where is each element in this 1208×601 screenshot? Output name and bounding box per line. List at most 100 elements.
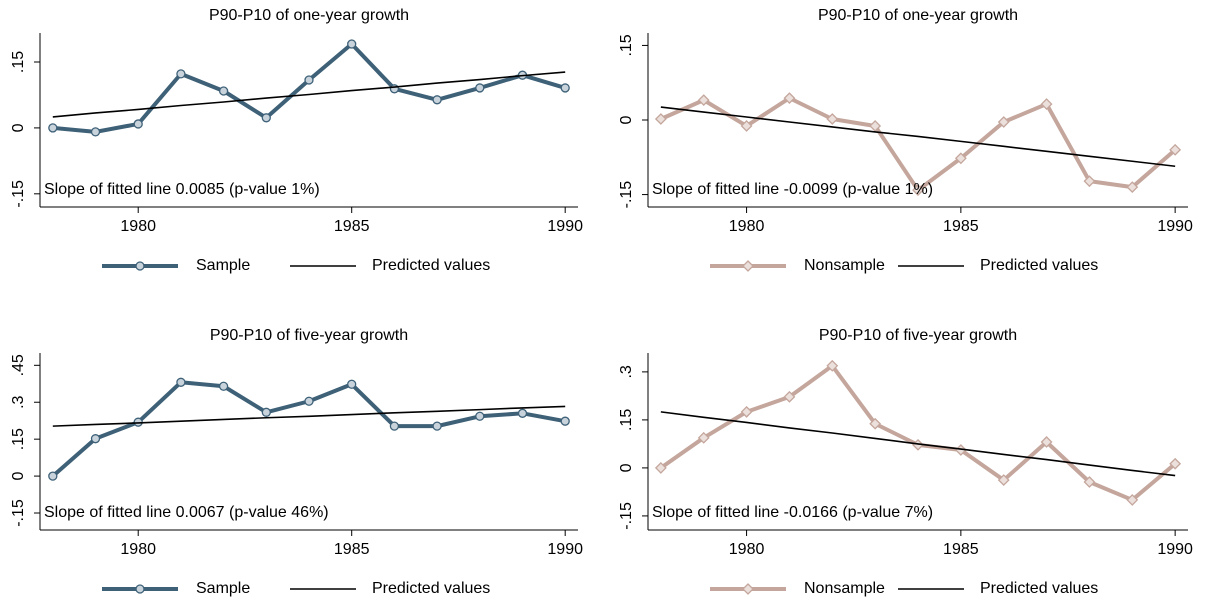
x-tick-label: 1990	[547, 541, 583, 558]
series-line	[52, 41, 566, 134]
marker	[826, 113, 839, 125]
marker	[176, 69, 186, 79]
x-tick-label: 1985	[334, 541, 370, 558]
marker	[133, 119, 143, 129]
marker	[432, 95, 442, 105]
y-tick-label: 0	[10, 123, 27, 132]
fitted-line	[660, 411, 1176, 477]
marker	[176, 377, 186, 387]
marker	[90, 434, 101, 444]
marker	[218, 381, 229, 391]
marker	[261, 113, 271, 123]
annotation: Slope of fitted line 0.0085 (p-value 1%)	[44, 181, 320, 198]
y-tick-label: .15	[618, 409, 635, 431]
y-tick-label: -.15	[10, 180, 27, 208]
marker	[475, 83, 485, 93]
marker	[517, 408, 528, 418]
marker	[261, 407, 271, 417]
legend-label: Nonsample	[804, 580, 885, 597]
marker	[347, 379, 357, 389]
annotation: Slope of fitted line 0.0067 (p-value 46%…	[44, 504, 329, 521]
chart-title: P90-P10 of five-year growth	[819, 327, 1017, 344]
marker	[997, 116, 1010, 128]
x-tick-label: 1990	[1157, 218, 1193, 235]
marker	[560, 83, 570, 93]
y-tick-label: .15	[10, 428, 27, 450]
y-tick-label: .3	[10, 395, 27, 408]
marker	[304, 75, 314, 85]
series-line	[51, 380, 566, 478]
marker	[475, 411, 485, 421]
x-tick-label: 1980	[120, 541, 156, 558]
chart-title: P90-P10 of one-year growth	[209, 7, 409, 24]
x-tick-label: 1985	[943, 541, 979, 558]
marker	[697, 94, 710, 107]
chart-title: P90-P10 of five-year growth	[210, 327, 408, 344]
y-tick-label: 0	[10, 472, 27, 481]
x-tick-label: 1980	[120, 218, 156, 235]
x-tick-label: 1990	[547, 218, 583, 235]
y-tick-label: .45	[10, 354, 27, 376]
x-tick-label: 1980	[729, 541, 765, 558]
legend-marker	[135, 261, 145, 271]
marker	[869, 417, 882, 430]
annotation: Slope of fitted line -0.0166 (p-value 7%…	[652, 504, 933, 521]
marker	[912, 184, 924, 197]
marker	[740, 120, 753, 132]
marker	[48, 123, 58, 133]
y-tick-label: 0	[618, 115, 635, 124]
marker	[304, 396, 314, 406]
marker	[90, 127, 101, 137]
y-tick-label: 0	[618, 463, 635, 472]
marker	[1126, 493, 1139, 506]
y-tick-label: -.15	[10, 499, 27, 527]
y-tick-label: -.15	[618, 502, 635, 530]
marker	[1083, 476, 1096, 488]
marker	[1169, 457, 1182, 470]
legend-label: Predicted values	[372, 257, 490, 274]
marker	[654, 113, 667, 125]
x-tick-label: 1985	[943, 218, 979, 235]
marker	[1040, 436, 1053, 448]
y-tick-label: .15	[618, 34, 635, 56]
marker	[48, 471, 58, 481]
series-line	[660, 96, 1177, 193]
legend-label: Sample	[196, 580, 250, 597]
marker	[560, 416, 570, 426]
fitted-line	[660, 106, 1176, 168]
legend-marker	[742, 260, 754, 272]
chart-title: P90-P10 of one-year growth	[818, 7, 1018, 24]
fitted-line	[52, 71, 566, 118]
marker	[740, 405, 753, 418]
legend-label: Nonsample	[804, 257, 885, 274]
marker	[1083, 175, 1096, 188]
marker	[783, 92, 796, 105]
y-tick-label: -.15	[618, 181, 635, 209]
marker	[347, 39, 357, 49]
marker	[654, 461, 667, 474]
marker	[954, 152, 967, 165]
series-line	[659, 363, 1177, 502]
fitted-line	[52, 405, 566, 427]
marker	[1126, 181, 1139, 194]
legend-label: Sample	[196, 257, 250, 274]
marker	[869, 120, 882, 132]
legend-label: Predicted values	[980, 257, 1098, 274]
marker	[783, 390, 796, 403]
marker	[218, 86, 229, 96]
marker	[697, 431, 710, 444]
marker	[1040, 98, 1053, 111]
marker	[389, 421, 400, 431]
marker	[432, 421, 442, 431]
legend-label: Predicted values	[372, 580, 490, 597]
x-tick-label: 1980	[729, 218, 765, 235]
marker	[997, 474, 1010, 486]
legend-marker	[742, 583, 754, 595]
legend-marker	[135, 584, 145, 594]
y-tick-label: .15	[10, 51, 27, 73]
y-tick-label: .3	[618, 365, 635, 378]
marker	[1169, 143, 1182, 156]
annotation: Slope of fitted line -0.0099 (p-value 1%…	[652, 181, 933, 198]
marker	[826, 359, 839, 372]
